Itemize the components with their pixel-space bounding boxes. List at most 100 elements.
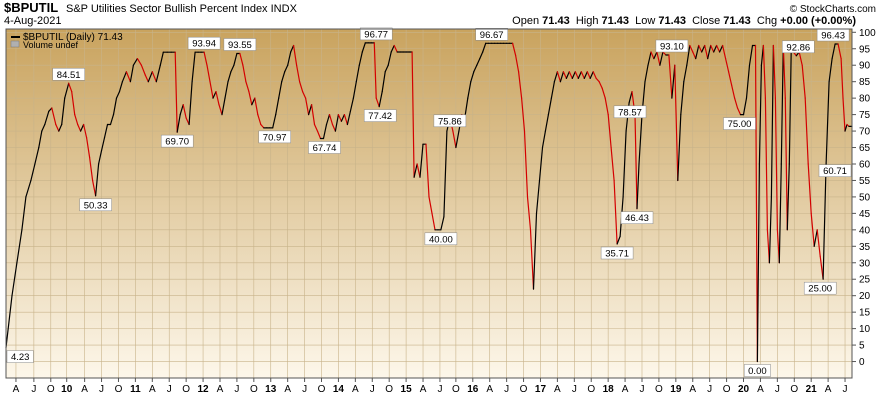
annotation-box [782, 40, 815, 54]
annotation-box [223, 38, 257, 51]
line-segment [343, 113, 348, 126]
annotation-box [723, 117, 756, 130]
line-segment [316, 130, 322, 140]
line-segment [770, 44, 775, 198]
annotation-box [655, 39, 689, 53]
annotation-label: 92.86 [786, 42, 810, 53]
line-segment [221, 97, 226, 116]
line-segment [825, 81, 830, 165]
line-segment [349, 97, 354, 112]
line-segment [840, 57, 844, 99]
line-segment [227, 71, 232, 83]
line-segment [136, 57, 142, 66]
line-segment [361, 42, 366, 53]
line-segment [358, 51, 363, 66]
line-segment [378, 90, 383, 108]
line-segment [810, 212, 815, 247]
line-segment [94, 163, 100, 197]
line-segment [346, 110, 351, 126]
x-tick-label: J [302, 384, 307, 395]
line-segment [580, 71, 585, 80]
annotation-label: 93.94 [192, 39, 216, 50]
annotation-label: 75.00 [728, 119, 752, 130]
line-segment [828, 57, 833, 83]
line-segment [242, 64, 247, 83]
line-segment [97, 150, 103, 165]
annotation-label: 75.86 [438, 116, 462, 127]
annotation-box [79, 198, 112, 212]
line-segment [745, 64, 751, 99]
line-segment [337, 113, 342, 122]
y-tick-label: 40 [859, 225, 871, 236]
line-segment [473, 64, 478, 73]
line-segment [260, 123, 265, 129]
line-segment [413, 163, 418, 178]
line-segment [704, 44, 709, 60]
line-segment [91, 179, 97, 197]
line-segment [88, 156, 94, 182]
x-tick-label: O [587, 384, 595, 395]
line-segment [715, 44, 721, 53]
x-tick-label: 19 [670, 384, 682, 395]
line-segment [801, 64, 806, 99]
close-label: Close [692, 15, 721, 27]
line-segment [764, 97, 769, 231]
line-segment [644, 64, 649, 83]
line-segment [103, 123, 109, 139]
annotation-box [424, 232, 458, 246]
annotation-label: 96.77 [364, 29, 388, 40]
y-tick-label: 75 [859, 110, 871, 121]
line-segment [340, 113, 345, 122]
y-tick-label: 55 [859, 176, 871, 187]
line-segment [191, 51, 196, 83]
line-segment [613, 179, 618, 245]
line-segment [212, 90, 217, 99]
line-segment [313, 123, 319, 132]
line-segment [159, 51, 164, 66]
line-segment [677, 113, 682, 182]
x-tick-label: A [217, 384, 224, 395]
line-segment [44, 110, 50, 126]
annotation-box [359, 27, 393, 41]
line-segment [774, 97, 779, 231]
line-segment [467, 81, 472, 99]
line-segment [559, 71, 565, 83]
annotation-label: 40.00 [429, 234, 453, 245]
line-segment [79, 123, 85, 132]
annotation-box [258, 130, 291, 144]
annotation-label: 69.70 [165, 137, 189, 148]
line-segment [308, 104, 313, 116]
line-segment [51, 107, 57, 126]
line-segment [41, 123, 46, 132]
y-tick-label: 70 [859, 127, 871, 138]
quote-date: 4-Aug-2021 [4, 15, 62, 27]
line-segment [25, 179, 32, 198]
line-segment [34, 146, 40, 165]
line-segment [278, 81, 283, 99]
x-tick-label: O [655, 384, 663, 395]
line-segment [293, 44, 298, 66]
x-tick-label: O [47, 384, 55, 395]
y-tick-label: 35 [859, 242, 871, 253]
line-segment [523, 130, 529, 198]
x-tick-label: O [520, 384, 528, 395]
line-segment [662, 51, 667, 56]
line-segment [254, 97, 259, 116]
line-segment [129, 64, 134, 83]
line-segment [431, 212, 436, 231]
y-tick-label: 30 [859, 258, 871, 269]
line-segment [390, 44, 395, 53]
line-segment [616, 235, 621, 245]
quote-line: Open 71.43 High 71.43 Low 71.43 Close 71… [512, 15, 856, 28]
annotation-label: 93.10 [660, 42, 684, 53]
line-segment [550, 81, 556, 99]
annotation-box [818, 164, 852, 177]
annotation-box [6, 350, 34, 363]
line-segment [772, 44, 777, 99]
y-tick-label: 20 [859, 291, 871, 302]
x-axis: A J O 10 A J O 11 A J O 12 A J O 13 A J O 14 A J O 15 A J O 16 A J O 17… [13, 378, 848, 395]
x-tick-label: A [149, 384, 156, 395]
x-tick-label: O [182, 384, 190, 395]
line-segment [331, 123, 336, 132]
line-segment [245, 81, 250, 93]
